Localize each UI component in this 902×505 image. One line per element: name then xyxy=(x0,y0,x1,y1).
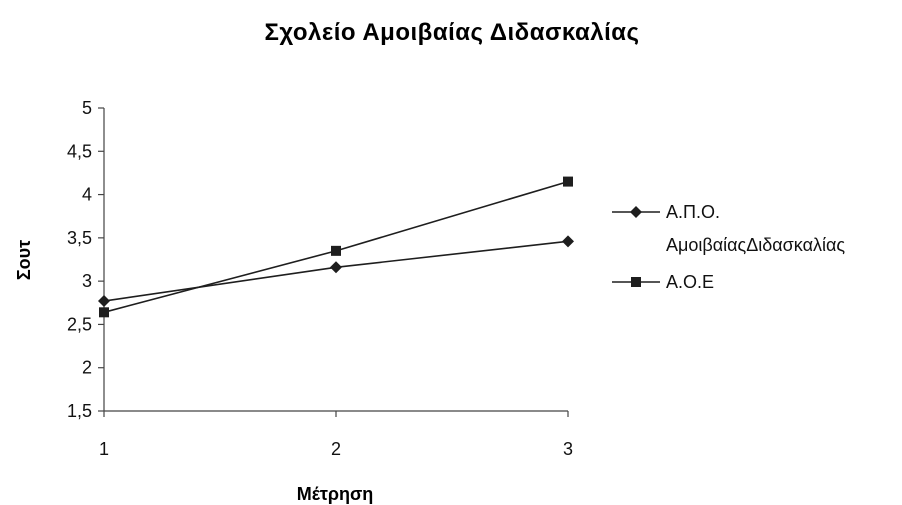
y-tick-label: 5 xyxy=(82,98,92,118)
y-tick-label: 4 xyxy=(82,185,92,205)
series-1 xyxy=(98,235,574,308)
data-point xyxy=(562,235,574,248)
chart-title: Σχολείο Αμοιβαίας Διδασκαλίας xyxy=(264,19,639,46)
legend-label: ΑμοιβαίαςΔιδασκαλίας xyxy=(666,235,845,255)
series-2 xyxy=(99,176,573,318)
data-point xyxy=(98,295,110,308)
legend-label: Α.Π.Ο. xyxy=(666,202,720,222)
x-tick-label: 2 xyxy=(331,439,341,459)
data-point xyxy=(331,245,341,256)
data-point xyxy=(330,261,342,274)
legend-item-1: Α.Π.Ο. ΑμοιβαίαςΔιδασκαλίας xyxy=(612,202,845,255)
x-axis-title: Μέτρηση xyxy=(297,484,374,504)
y-tick-label: 2,5 xyxy=(67,314,92,334)
legend-item-2: Α.Ο.Ε xyxy=(612,272,714,292)
y-tick-label: 3 xyxy=(82,271,92,291)
legend-label: Α.Ο.Ε xyxy=(666,272,714,292)
y-axis-title: Σουτ xyxy=(14,240,34,280)
data-point xyxy=(563,176,573,187)
series-layer xyxy=(98,176,574,318)
data-point xyxy=(99,307,109,318)
x-tick-label: 3 xyxy=(563,439,573,459)
y-tick-label: 1,5 xyxy=(67,401,92,421)
legend-marker xyxy=(630,206,642,218)
legend-marker xyxy=(631,277,641,287)
x-tick-label: 1 xyxy=(99,439,109,459)
y-tick-label: 4,5 xyxy=(67,141,92,161)
y-tick-label: 3,5 xyxy=(67,228,92,248)
legend: Α.Π.Ο. ΑμοιβαίαςΔιδασκαλίας Α.Ο.Ε xyxy=(612,202,845,292)
axes: 1,5 2 2,5 3 3,5 4 4,5 5 1 2 3 xyxy=(67,98,573,459)
y-tick-label: 2 xyxy=(82,358,92,378)
